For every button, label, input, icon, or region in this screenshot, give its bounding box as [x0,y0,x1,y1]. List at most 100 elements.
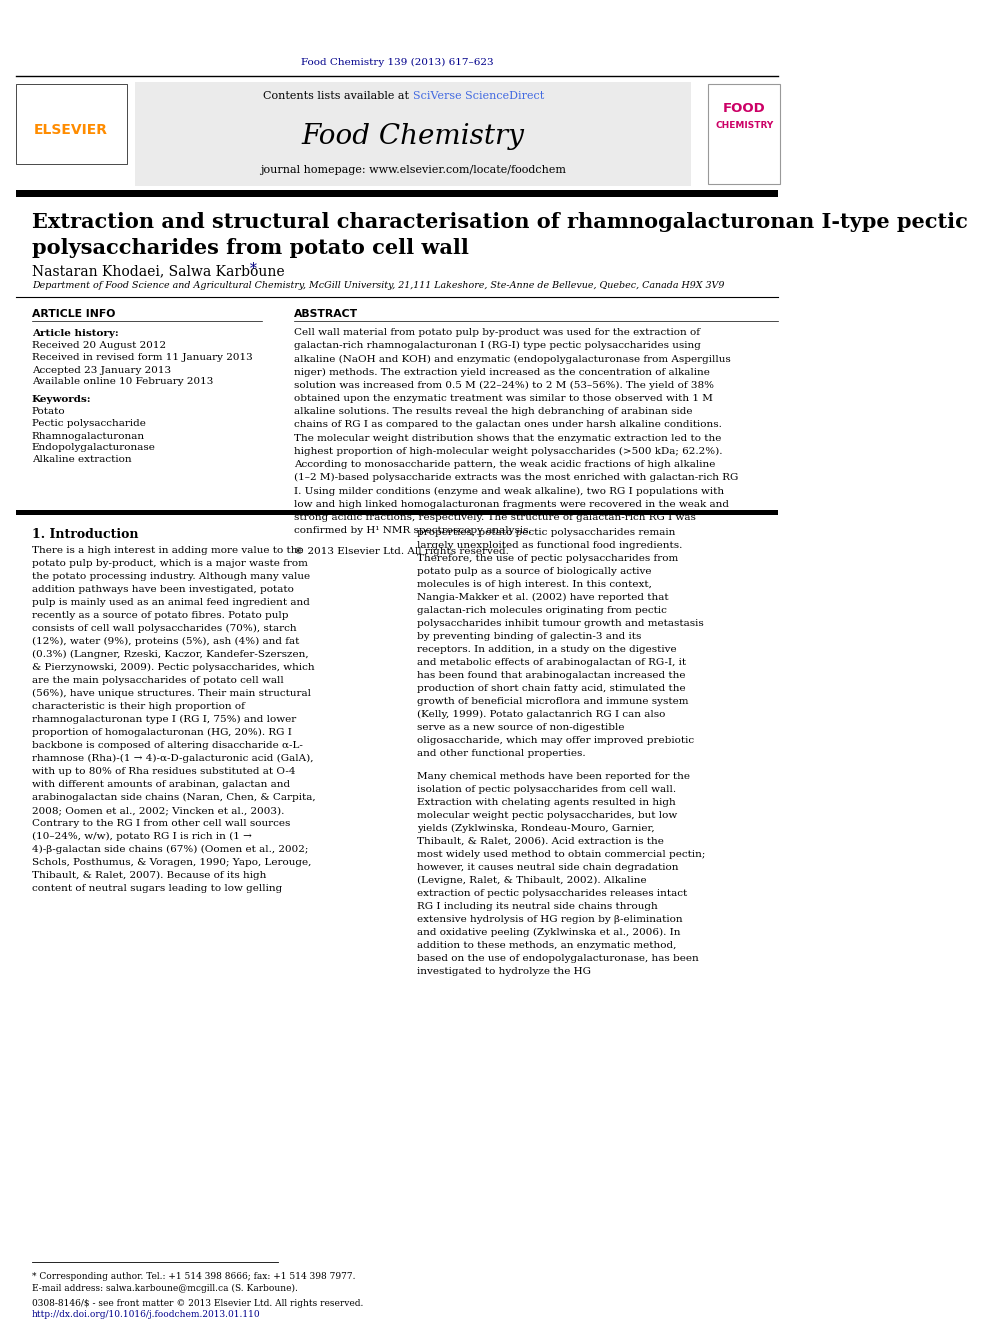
Text: Many chemical methods have been reported for the: Many chemical methods have been reported… [417,773,690,781]
Text: serve as a new source of non-digestible: serve as a new source of non-digestible [417,722,624,732]
Text: low and high linked homogalacturonan fragments were recovered in the weak and: low and high linked homogalacturonan fra… [294,500,729,508]
Text: Received 20 August 2012: Received 20 August 2012 [32,341,166,351]
Text: Schols, Posthumus, & Voragen, 1990; Yapo, Lerouge,: Schols, Posthumus, & Voragen, 1990; Yapo… [32,859,311,867]
Text: obtained upon the enzymatic treatment was similar to those observed with 1 M: obtained upon the enzymatic treatment wa… [294,394,712,404]
Text: Department of Food Science and Agricultural Chemistry, McGill University, 21,111: Department of Food Science and Agricultu… [32,282,724,291]
Text: 1. Introduction: 1. Introduction [32,528,138,541]
Bar [16,191,779,197]
Text: extensive hydrolysis of HG region by β-elimination: extensive hydrolysis of HG region by β-e… [417,916,682,923]
Text: potato pulp as a source of biologically active: potato pulp as a source of biologically … [417,568,652,576]
Text: isolation of pectic polysaccharides from cell wall.: isolation of pectic polysaccharides from… [417,785,677,794]
Text: * Corresponding author. Tel.: +1 514 398 8666; fax: +1 514 398 7977.: * Corresponding author. Tel.: +1 514 398… [32,1271,355,1281]
Text: chains of RG I as compared to the galactan ones under harsh alkaline conditions.: chains of RG I as compared to the galact… [294,421,722,430]
Text: (56%), have unique structures. Their main structural: (56%), have unique structures. Their mai… [32,689,310,699]
Text: confirmed by H¹ NMR spectroscopy analysis.: confirmed by H¹ NMR spectroscopy analysi… [294,527,532,534]
Text: Nastaran Khodaei, Salwa Karboune: Nastaran Khodaei, Salwa Karboune [32,265,285,278]
Text: Accepted 23 January 2013: Accepted 23 January 2013 [32,365,171,374]
Text: strong acidic fractions, respectively. The structure of galactan-rich RG I was: strong acidic fractions, respectively. T… [294,513,695,521]
Text: Food Chemistry: Food Chemistry [302,123,525,149]
Text: characteristic is their high proportion of: characteristic is their high proportion … [32,703,245,710]
Text: (12%), water (9%), proteins (5%), ash (4%) and fat: (12%), water (9%), proteins (5%), ash (4… [32,636,300,646]
Text: polysaccharides from potato cell wall: polysaccharides from potato cell wall [32,238,468,258]
Text: and other functional properties.: and other functional properties. [417,749,585,758]
Text: Thibault, & Ralet, 2006). Acid extraction is the: Thibault, & Ralet, 2006). Acid extractio… [417,837,664,845]
Bar [135,82,691,187]
Text: niger) methods. The extraction yield increased as the concentration of alkaline: niger) methods. The extraction yield inc… [294,368,709,377]
Text: properties, potato pectic polysaccharides remain: properties, potato pectic polysaccharide… [417,528,676,537]
Text: investigated to hydrolyze the HG: investigated to hydrolyze the HG [417,967,591,976]
Text: Potato: Potato [32,407,65,417]
Text: Available online 10 February 2013: Available online 10 February 2013 [32,377,213,386]
Text: Food Chemistry 139 (2013) 617–623: Food Chemistry 139 (2013) 617–623 [301,57,493,66]
Text: recently as a source of potato fibres. Potato pulp: recently as a source of potato fibres. P… [32,611,289,620]
Text: CHEMISTRY: CHEMISTRY [715,122,774,131]
Text: Extraction with chelating agents resulted in high: Extraction with chelating agents resulte… [417,798,676,807]
Text: Extraction and structural characterisation of rhamnogalacturonan I-type pectic: Extraction and structural characterisati… [32,212,967,232]
Text: According to monosaccharide pattern, the weak acidic fractions of high alkaline: According to monosaccharide pattern, the… [294,460,715,468]
Bar [16,83,127,164]
Text: potato pulp by-product, which is a major waste from: potato pulp by-product, which is a major… [32,560,308,568]
Text: backbone is composed of altering disaccharide α-L-: backbone is composed of altering disacch… [32,741,303,750]
Text: (1–2 M)-based polysaccharide extracts was the most enriched with galactan-rich R: (1–2 M)-based polysaccharide extracts wa… [294,474,738,483]
Text: alkaline (NaOH and KOH) and enzymatic (endopolygalacturonase from Aspergillus: alkaline (NaOH and KOH) and enzymatic (e… [294,355,730,364]
Text: receptors. In addition, in a study on the digestive: receptors. In addition, in a study on th… [417,646,677,654]
Text: 2008; Oomen et al., 2002; Vincken et al., 2003).: 2008; Oomen et al., 2002; Vincken et al.… [32,806,284,815]
Text: arabinogalactan side chains (Naran, Chen, & Carpita,: arabinogalactan side chains (Naran, Chen… [32,792,315,802]
Text: the potato processing industry. Although many value: the potato processing industry. Although… [32,572,310,581]
Text: Thibault, & Ralet, 2007). Because of its high: Thibault, & Ralet, 2007). Because of its… [32,871,266,880]
Text: content of neutral sugars leading to low gelling: content of neutral sugars leading to low… [32,884,282,893]
Text: highest proportion of high-molecular weight polysaccharides (>500 kDa; 62.2%).: highest proportion of high-molecular wei… [294,447,722,456]
Text: (10–24%, w/w), potato RG I is rich in (1 →: (10–24%, w/w), potato RG I is rich in (1… [32,832,252,841]
Text: Contents lists available at: Contents lists available at [264,91,413,101]
Text: *: * [249,262,256,277]
Text: I. Using milder conditions (enzyme and weak alkaline), two RG I populations with: I. Using milder conditions (enzyme and w… [294,487,724,496]
Text: production of short chain fatty acid, stimulated the: production of short chain fatty acid, st… [417,684,685,693]
Text: solution was increased from 0.5 M (22–24%) to 2 M (53–56%). The yield of 38%: solution was increased from 0.5 M (22–24… [294,381,714,390]
Text: (Levigne, Ralet, & Thibault, 2002). Alkaline: (Levigne, Ralet, & Thibault, 2002). Alka… [417,876,647,885]
Text: molecular weight pectic polysaccharides, but low: molecular weight pectic polysaccharides,… [417,811,678,820]
Text: however, it causes neutral side chain degradation: however, it causes neutral side chain de… [417,863,679,872]
Bar [708,83,780,184]
Text: are the main polysaccharides of potato cell wall: are the main polysaccharides of potato c… [32,676,284,685]
Text: has been found that arabinogalactan increased the: has been found that arabinogalactan incr… [417,671,685,680]
Text: FOOD: FOOD [723,102,766,115]
Text: Pectic polysaccharide: Pectic polysaccharide [32,419,146,429]
Text: with up to 80% of Rha residues substituted at O-4: with up to 80% of Rha residues substitut… [32,767,296,777]
Text: most widely used method to obtain commercial pectin;: most widely used method to obtain commer… [417,849,705,859]
Text: with different amounts of arabinan, galactan and: with different amounts of arabinan, gala… [32,781,290,789]
Text: rhamnogalacturonan type I (RG I, 75%) and lower: rhamnogalacturonan type I (RG I, 75%) an… [32,714,296,724]
Text: Alkaline extraction: Alkaline extraction [32,455,131,464]
Text: ABSTRACT: ABSTRACT [294,310,358,319]
Text: http://dx.doi.org/10.1016/j.foodchem.2013.01.110: http://dx.doi.org/10.1016/j.foodchem.201… [32,1310,260,1319]
Text: journal homepage: www.elsevier.com/locate/foodchem: journal homepage: www.elsevier.com/locat… [260,165,566,175]
Text: and metabolic effects of arabinogalactan of RG-I, it: and metabolic effects of arabinogalactan… [417,658,686,667]
Text: galactan-rich rhamnogalacturonan I (RG-I) type pectic polysaccharides using: galactan-rich rhamnogalacturonan I (RG-I… [294,341,700,351]
Text: 0308-8146/$ - see front matter © 2013 Elsevier Ltd. All rights reserved.: 0308-8146/$ - see front matter © 2013 El… [32,1299,363,1308]
Text: ELSEVIER: ELSEVIER [34,123,108,138]
Text: addition to these methods, an enzymatic method,: addition to these methods, an enzymatic … [417,941,677,950]
Text: Therefore, the use of pectic polysaccharides from: Therefore, the use of pectic polysacchar… [417,554,679,564]
Text: (Kelly, 1999). Potato galactanrich RG I can also: (Kelly, 1999). Potato galactanrich RG I … [417,710,666,720]
Text: and oxidative peeling (Zyklwinska et al., 2006). In: and oxidative peeling (Zyklwinska et al.… [417,927,681,937]
Text: E-mail address: salwa.karboune@mcgill.ca (S. Karboune).: E-mail address: salwa.karboune@mcgill.ca… [32,1285,298,1293]
Text: The molecular weight distribution shows that the enzymatic extraction led to the: The molecular weight distribution shows … [294,434,721,443]
Text: proportion of homogalacturonan (HG, 20%). RG I: proportion of homogalacturonan (HG, 20%)… [32,728,292,737]
Text: Received in revised form 11 January 2013: Received in revised form 11 January 2013 [32,353,253,363]
Text: molecules is of high interest. In this context,: molecules is of high interest. In this c… [417,579,652,589]
Text: & Pierzynowski, 2009). Pectic polysaccharides, which: & Pierzynowski, 2009). Pectic polysaccha… [32,663,314,672]
Text: extraction of pectic polysaccharides releases intact: extraction of pectic polysaccharides rel… [417,889,687,898]
Text: rhamnose (Rha)-(1 → 4)-α-D-galacturonic acid (GalA),: rhamnose (Rha)-(1 → 4)-α-D-galacturonic … [32,754,313,763]
Text: Contrary to the RG I from other cell wall sources: Contrary to the RG I from other cell wal… [32,819,290,828]
Text: based on the use of endopolygalacturonase, has been: based on the use of endopolygalacturonas… [417,954,698,963]
Text: galactan-rich molecules originating from pectic: galactan-rich molecules originating from… [417,606,667,615]
Text: 4)-β-galactan side chains (67%) (Oomen et al., 2002;: 4)-β-galactan side chains (67%) (Oomen e… [32,845,309,855]
Text: ARTICLE INFO: ARTICLE INFO [32,310,115,319]
Text: growth of beneficial microflora and immune system: growth of beneficial microflora and immu… [417,697,688,706]
Text: Rhamnogalacturonan: Rhamnogalacturonan [32,431,145,441]
Text: largely unexploited as functional food ingredients.: largely unexploited as functional food i… [417,541,682,550]
Text: SciVerse ScienceDirect: SciVerse ScienceDirect [413,91,545,101]
Text: by preventing binding of galectin-3 and its: by preventing binding of galectin-3 and … [417,632,641,642]
Text: pulp is mainly used as an animal feed ingredient and: pulp is mainly used as an animal feed in… [32,598,310,607]
Text: Keywords:: Keywords: [32,396,91,405]
Text: RG I including its neutral side chains through: RG I including its neutral side chains t… [417,902,658,912]
